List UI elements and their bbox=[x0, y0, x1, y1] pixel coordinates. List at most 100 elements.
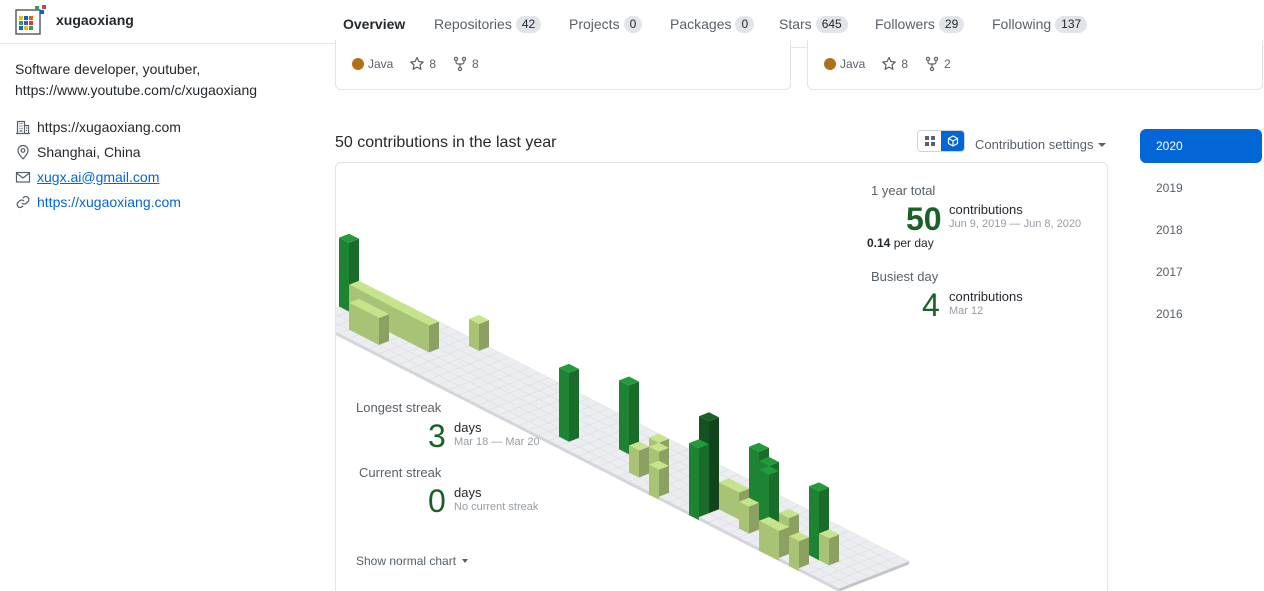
organization-icon bbox=[16, 120, 30, 134]
repo-forks[interactable]: 2 bbox=[924, 56, 951, 72]
contribution-bar bbox=[689, 439, 709, 521]
star-icon bbox=[882, 56, 897, 70]
tab-label: Repositories bbox=[434, 16, 512, 32]
language-label: Java bbox=[840, 57, 866, 71]
per-day-unit: per day bbox=[893, 236, 934, 250]
isometric-contribution-chart bbox=[336, 233, 910, 591]
current-streak-unit: days bbox=[454, 485, 482, 500]
longest-streak-unit: days bbox=[454, 420, 482, 435]
tab-counter: 42 bbox=[515, 15, 542, 33]
repo-stars[interactable]: 8 bbox=[409, 56, 436, 72]
contribution-bar bbox=[369, 309, 389, 348]
contribution-bar bbox=[649, 460, 669, 500]
tab-label: Overview bbox=[343, 16, 406, 32]
forks-count: 2 bbox=[944, 57, 951, 71]
tab-packages[interactable]: Packages 0 bbox=[670, 0, 755, 48]
total-unit: contributions bbox=[949, 202, 1023, 217]
star-icon bbox=[410, 56, 425, 70]
tab-label: Packages bbox=[670, 16, 732, 32]
mail-icon bbox=[15, 171, 31, 183]
contribution-bar bbox=[619, 376, 639, 458]
repo-language: Java bbox=[352, 57, 393, 71]
longest-streak-range: Mar 18 — Mar 20 bbox=[454, 436, 540, 448]
tab-label: Following bbox=[992, 16, 1052, 32]
forks-count: 8 bbox=[472, 57, 479, 71]
tab-label: Projects bbox=[569, 16, 620, 32]
tab-projects[interactable]: Projects 0 bbox=[569, 0, 643, 48]
repo-meta: Java 8 8 bbox=[352, 56, 495, 72]
tab-counter: 29 bbox=[938, 15, 965, 33]
per-day: 0.14 per day bbox=[867, 236, 934, 250]
repo-language: Java bbox=[824, 57, 865, 71]
year-link[interactable]: 2016 bbox=[1156, 307, 1183, 321]
busiest-label: Busiest day bbox=[871, 269, 939, 284]
longest-streak-value: 3 bbox=[428, 418, 446, 454]
contributions-heading: 50 contributions in the last year bbox=[335, 134, 557, 151]
profile-nav: Overview Repositories 42 Projects 0 Pack… bbox=[334, 0, 1264, 49]
stars-count: 8 bbox=[429, 57, 437, 71]
year-link[interactable]: 2018 bbox=[1156, 223, 1183, 237]
current-streak-range: No current streak bbox=[454, 501, 539, 513]
repo-stars[interactable]: 8 bbox=[881, 56, 908, 72]
repo-forks[interactable]: 8 bbox=[452, 56, 479, 72]
contribution-cell bbox=[828, 579, 850, 591]
current-streak-label: Current streak bbox=[359, 465, 442, 480]
busiest-value: 4 bbox=[922, 287, 940, 323]
location-icon bbox=[17, 144, 29, 160]
company-text: https://xugaoxiang.com bbox=[37, 118, 181, 135]
avatar[interactable] bbox=[15, 4, 47, 36]
contribution-bar bbox=[819, 529, 839, 569]
contribution-settings-dropdown[interactable]: Contribution settings bbox=[975, 137, 1106, 152]
tab-repositories[interactable]: Repositories 42 bbox=[434, 0, 542, 48]
pinned-repo-card[interactable]: Java 8 8 bbox=[335, 40, 791, 90]
chart-view-toggle bbox=[917, 130, 965, 152]
tab-counter: 645 bbox=[815, 15, 848, 33]
contribution-bar bbox=[469, 315, 489, 354]
pinned-repo-card[interactable]: Java 8 2 bbox=[807, 40, 1263, 90]
tab-label: Stars bbox=[779, 16, 812, 32]
show-normal-chart-toggle[interactable]: Show normal chart bbox=[356, 554, 469, 568]
tab-stars[interactable]: Stars 645 bbox=[779, 0, 848, 48]
total-label: 1 year total bbox=[871, 183, 936, 198]
isometric-chart-toggle[interactable] bbox=[941, 131, 964, 151]
busiest-unit: contributions bbox=[949, 289, 1023, 304]
grid-icon bbox=[924, 136, 935, 146]
tab-followers[interactable]: Followers 29 bbox=[875, 0, 965, 48]
contribution-graph-box: 1 year total 50 contributions Jun 9, 201… bbox=[335, 162, 1108, 591]
language-color-dot bbox=[824, 58, 836, 70]
contribution-bar bbox=[789, 532, 809, 572]
language-color-dot bbox=[352, 58, 364, 70]
language-label: Java bbox=[368, 57, 394, 71]
profile-details: https://xugaoxiang.com Shanghai, China x… bbox=[15, 114, 325, 214]
repo-meta: Java 8 2 bbox=[824, 56, 967, 72]
tab-following[interactable]: Following 137 bbox=[992, 0, 1088, 48]
location-row: Shanghai, China bbox=[15, 139, 325, 164]
website-link[interactable]: https://xugaoxiang.com bbox=[37, 193, 181, 210]
company-row: https://xugaoxiang.com bbox=[15, 114, 325, 139]
tab-counter: 0 bbox=[735, 15, 755, 33]
link-icon bbox=[16, 195, 30, 208]
email-link[interactable]: xugx.ai@gmail.com bbox=[37, 168, 160, 185]
caret-down-icon bbox=[462, 559, 469, 563]
total-range: Jun 9, 2019 — Jun 8, 2020 bbox=[949, 218, 1082, 230]
bio-line: https://www.youtube.com/c/xugaoxiang bbox=[15, 82, 258, 98]
year-list: 2020 2019 2018 2017 2016 bbox=[1140, 129, 1262, 339]
year-link[interactable]: 2020 bbox=[1140, 129, 1262, 163]
year-link[interactable]: 2017 bbox=[1156, 265, 1183, 279]
website-row: https://xugaoxiang.com bbox=[15, 189, 325, 214]
contribution-settings-label: Contribution settings bbox=[975, 137, 1094, 152]
fork-icon bbox=[925, 56, 939, 72]
profile-bio: Software developer, youtuber, https://ww… bbox=[15, 59, 315, 101]
contribution-bar bbox=[629, 441, 649, 481]
contribution-bar bbox=[739, 497, 759, 537]
contribution-bar bbox=[419, 316, 439, 356]
caret-down-icon bbox=[1097, 142, 1106, 147]
year-link[interactable]: 2019 bbox=[1156, 181, 1183, 195]
tab-counter: 0 bbox=[623, 15, 643, 33]
cube-icon bbox=[947, 135, 958, 147]
normal-chart-toggle[interactable] bbox=[918, 131, 941, 151]
stars-count: 8 bbox=[901, 57, 909, 71]
tab-counter: 137 bbox=[1055, 15, 1088, 33]
username[interactable]: xugaoxiang bbox=[56, 12, 134, 28]
bio-line: Software developer, youtuber, bbox=[15, 61, 201, 77]
